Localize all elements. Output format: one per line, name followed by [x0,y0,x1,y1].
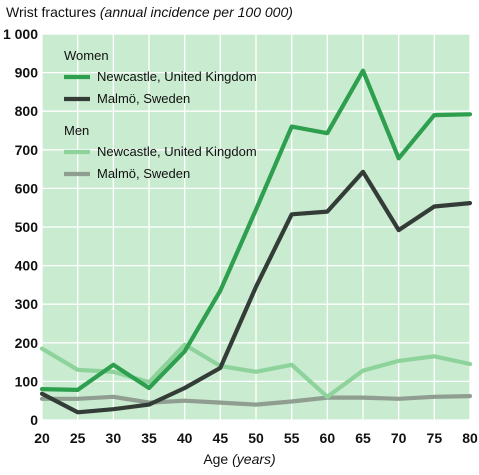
series-line-3 [39,394,473,407]
chart-title: Wrist fractures (annual incidence per 10… [6,4,293,20]
x-tick-label: 80 [462,430,478,446]
x-tick-label: 45 [213,430,229,446]
y-tick-label: 0 [30,412,38,428]
x-tick-label: 30 [106,430,122,446]
legend-entry-label: Newcastle, United Kingdom [97,69,257,84]
x-axis-label-unit: (years) [232,451,276,467]
series-lines [39,68,473,415]
series-line-0 [39,68,473,392]
x-tick-label: 55 [284,430,300,446]
y-tick-label: 500 [15,219,39,235]
y-tick-label: 800 [15,103,39,119]
y-tick-label: 100 [15,373,39,389]
legend-entry-label: Newcastle, United Kingdom [97,144,257,159]
y-tick-label: 900 [15,65,39,81]
x-tick-label: 60 [320,430,336,446]
legend-entry-label: Malmö, Sweden [97,91,190,106]
legend-group-title: Women [64,48,109,63]
y-tick-label: 700 [15,142,39,158]
series-line-2 [39,342,473,399]
y-tick-label: 200 [15,335,39,351]
series-line-1 [39,169,473,415]
x-tick-label: 65 [355,430,371,446]
x-tick-label: 50 [248,430,264,446]
x-tick-label: 40 [177,430,193,446]
x-tick-label: 70 [391,430,407,446]
x-axis-label: Age (years) [0,451,479,467]
y-tick-label: 300 [15,296,39,312]
x-tick-label: 35 [141,430,157,446]
x-tick-label: 20 [34,430,50,446]
legend: Women Newcastle, United Kingdom Malmö, Swe… [64,48,257,181]
x-axis-label-text: Age [203,451,229,467]
chart-subtitle: (annual incidence per 100 000) [99,4,293,20]
y-tick-label: 400 [15,258,39,274]
x-tick-label: 25 [70,430,86,446]
legend-group-title: Men [64,123,89,138]
gridlines [41,33,471,421]
chart-title-main: Wrist fractures [6,4,96,20]
y-axis-ticks: 0 100 200 300 400 500 600 700 800 900 1 000 [3,26,38,428]
x-axis-ticks: 20 25 30 35 40 45 50 55 60 65 70 75 80 [34,430,478,446]
y-tick-label: 1 000 [3,26,38,42]
legend-entry-label: Malmö, Sweden [97,166,190,181]
x-tick-label: 75 [427,430,443,446]
y-tick-label: 600 [15,180,39,196]
